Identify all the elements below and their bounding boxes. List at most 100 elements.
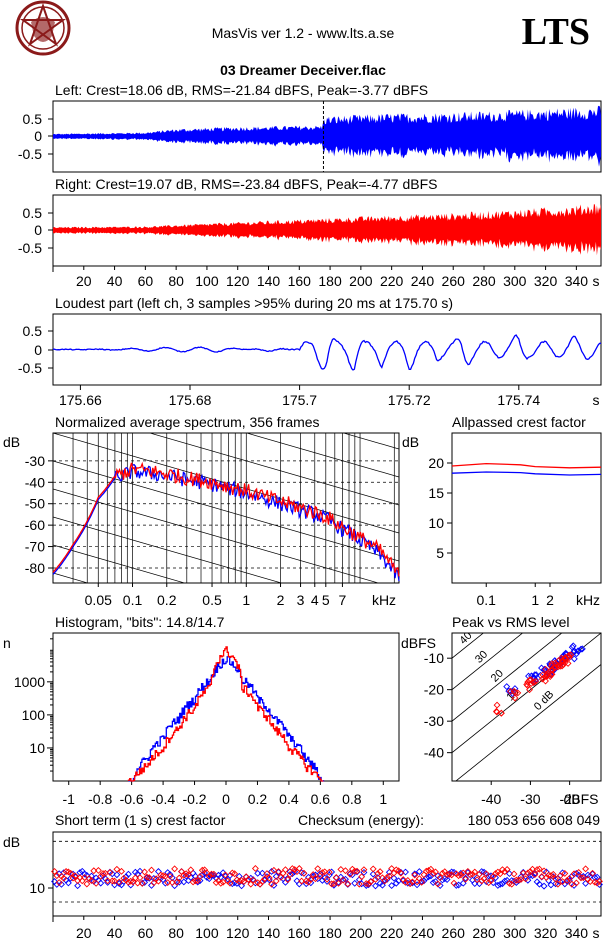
short-term-point: [462, 875, 470, 883]
short-term-point: [221, 871, 229, 879]
short-term-point: [154, 868, 162, 875]
right-waveform-trace: [53, 203, 601, 256]
peak-rms-point: [570, 655, 578, 663]
short-term-ytick-label: 10: [29, 880, 45, 896]
short-term-point: [134, 879, 142, 887]
right-waveform-title: Right: Crest=19.07 dB, RMS=-23.84 dBFS, …: [55, 176, 437, 192]
short-term-point: [492, 870, 500, 877]
left-waveform-panel: Left: Crest=18.06 dB, RMS=-21.84 dBFS, P…: [18, 82, 602, 173]
short-term-point: [111, 877, 119, 885]
right-waveform-panel: Right: Crest=19.07 dB, RMS=-23.84 dBFS, …: [18, 176, 602, 289]
short-term-point: [256, 880, 264, 888]
short-term-point: [418, 878, 426, 886]
short-term-point: [427, 865, 435, 873]
peak-rms-ytick-label: -30: [424, 713, 444, 729]
short-term-point: [145, 874, 153, 882]
allpassed-ytick-label: 15: [428, 485, 444, 501]
short-term-point: [519, 868, 527, 876]
peak-rms-point: [524, 682, 531, 690]
short-term-point: [71, 872, 79, 880]
peak-rms-ytick-label: -10: [424, 650, 444, 666]
short-term-point: [108, 870, 116, 878]
loudest-part-panel: Loudest part (left ch, 3 samples >95% du…: [18, 295, 602, 408]
short-term-point: [390, 874, 398, 882]
short-term-point: [344, 880, 352, 888]
peak-rms-diagonal-label: 30: [473, 649, 490, 666]
peak-rms-point: [514, 689, 522, 697]
short-term-point: [367, 878, 375, 886]
short-term-point: [369, 865, 377, 873]
histogram-xtick-label: -0.2: [182, 791, 206, 807]
short-term-point: [529, 865, 536, 873]
short-term-point: [198, 871, 206, 879]
short-term-point: [205, 872, 213, 880]
short-term-points: [51, 864, 603, 890]
histogram-ytick-label: 100: [22, 707, 46, 723]
loudest-tick-label: 175.66: [59, 392, 102, 408]
short-term-point: [494, 868, 502, 876]
allpassed-panel: Allpassed crest factor dB 20 15 10 5 0.1 1 2 kH…: [402, 414, 602, 608]
short-term-point: [522, 875, 530, 883]
short-term-point: [104, 877, 112, 885]
short-term-point: [291, 866, 299, 874]
short-term-point: [295, 865, 303, 872]
histogram-xtick-label: 0.8: [342, 791, 362, 807]
histogram-ylabel: n: [3, 635, 11, 651]
short-term-point: [55, 879, 63, 887]
short-term-point: [499, 866, 506, 874]
time-tick-label: 180: [318, 273, 342, 289]
short-term-point: [358, 873, 366, 881]
short-term-point: [94, 866, 102, 874]
peak-rms-xtick-label: -40: [481, 791, 501, 807]
spectrum-xlabel: kHz: [372, 592, 396, 608]
short-term-point: [180, 871, 188, 879]
short-term-point: [323, 875, 331, 883]
short-term-point: [242, 873, 250, 881]
short-term-point: [448, 871, 456, 879]
time-tick-label: 120: [226, 273, 250, 289]
loudest-part-frame: [52, 313, 602, 386]
short-term-point: [438, 876, 446, 884]
loudest-tick-label: s: [593, 392, 600, 408]
short-term-point: [385, 872, 393, 880]
loudest-tick-label: 175.7: [282, 392, 317, 408]
brand-label: LTS: [522, 11, 590, 53]
peak-rms-ytick-label: -40: [424, 745, 444, 761]
allpassed-left-trace: [451, 471, 602, 476]
short-term-point: [281, 866, 289, 874]
short-term-point: [568, 880, 576, 888]
short-term-point: [584, 875, 592, 883]
short-term-point: [434, 880, 442, 888]
short-term-point: [376, 868, 384, 876]
short-term-point: [314, 865, 322, 873]
short-term-point: [321, 868, 329, 876]
short-term-point: [480, 875, 488, 883]
short-term-point: [58, 872, 65, 880]
spectrum-xtick-label: 5: [322, 592, 330, 608]
short-term-point: [118, 867, 125, 875]
peak-rms-point: [503, 683, 511, 691]
short-term-point: [203, 873, 211, 881]
short-term-point: [196, 873, 204, 880]
short-term-point: [272, 877, 280, 885]
spectrum-ylabel: dB: [3, 434, 20, 450]
short-term-point: [455, 881, 463, 889]
short-term-point: [60, 874, 68, 882]
peak-rms-point: [577, 645, 585, 653]
short-term-point: [148, 881, 155, 889]
short-term-point: [145, 874, 153, 882]
short-term-point: [348, 865, 356, 873]
short-term-point: [411, 871, 419, 879]
right-ytick-label: 0: [34, 222, 42, 238]
short-term-point: [226, 879, 234, 887]
short-term-point: [589, 869, 596, 877]
spectrum-right-trace: [52, 461, 400, 577]
short-term-point: [226, 871, 234, 879]
short-term-point: [503, 866, 511, 873]
allpassed-ytick-label: 20: [428, 455, 444, 471]
time-tick-label: 80: [168, 273, 184, 289]
short-term-point: [64, 879, 72, 887]
short-term-point: [487, 877, 495, 885]
short-term-point: [339, 876, 347, 884]
peak-rms-ylabel: dBFS: [401, 635, 436, 651]
